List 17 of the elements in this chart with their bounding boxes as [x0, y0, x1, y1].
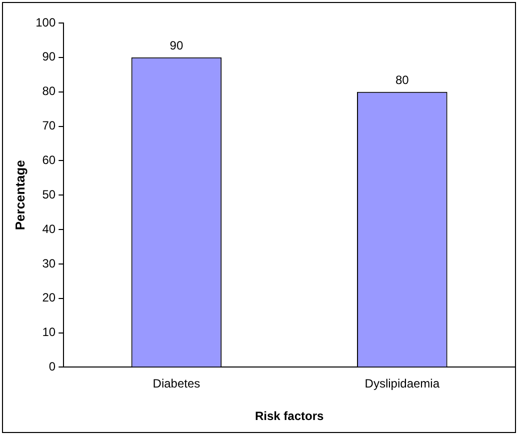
y-tick-label: 30 [42, 256, 56, 270]
y-tick-label: 60 [42, 152, 56, 167]
y-axis-title: Percentage [12, 160, 28, 230]
data-label: 80 [395, 73, 410, 88]
x-tick-label: Dyslipidaemia [364, 376, 440, 391]
data-label: 90 [170, 38, 184, 53]
y-tick-label: 50 [42, 187, 56, 202]
y-tick-label: 0 [48, 360, 56, 374]
y-tick-label: 10 [42, 325, 56, 340]
y-tick-label: 40 [42, 222, 56, 236]
y-tick-label: 80 [42, 84, 56, 98]
y-tick-label: 90 [42, 50, 56, 64]
y-tick-label: 70 [42, 118, 56, 133]
x-axis-title: Risk factors [254, 409, 324, 424]
y-tick-label: 20 [42, 290, 56, 305]
y-tick-label: 100 [36, 15, 56, 30]
x-tick-label: Diabetes [152, 376, 200, 391]
